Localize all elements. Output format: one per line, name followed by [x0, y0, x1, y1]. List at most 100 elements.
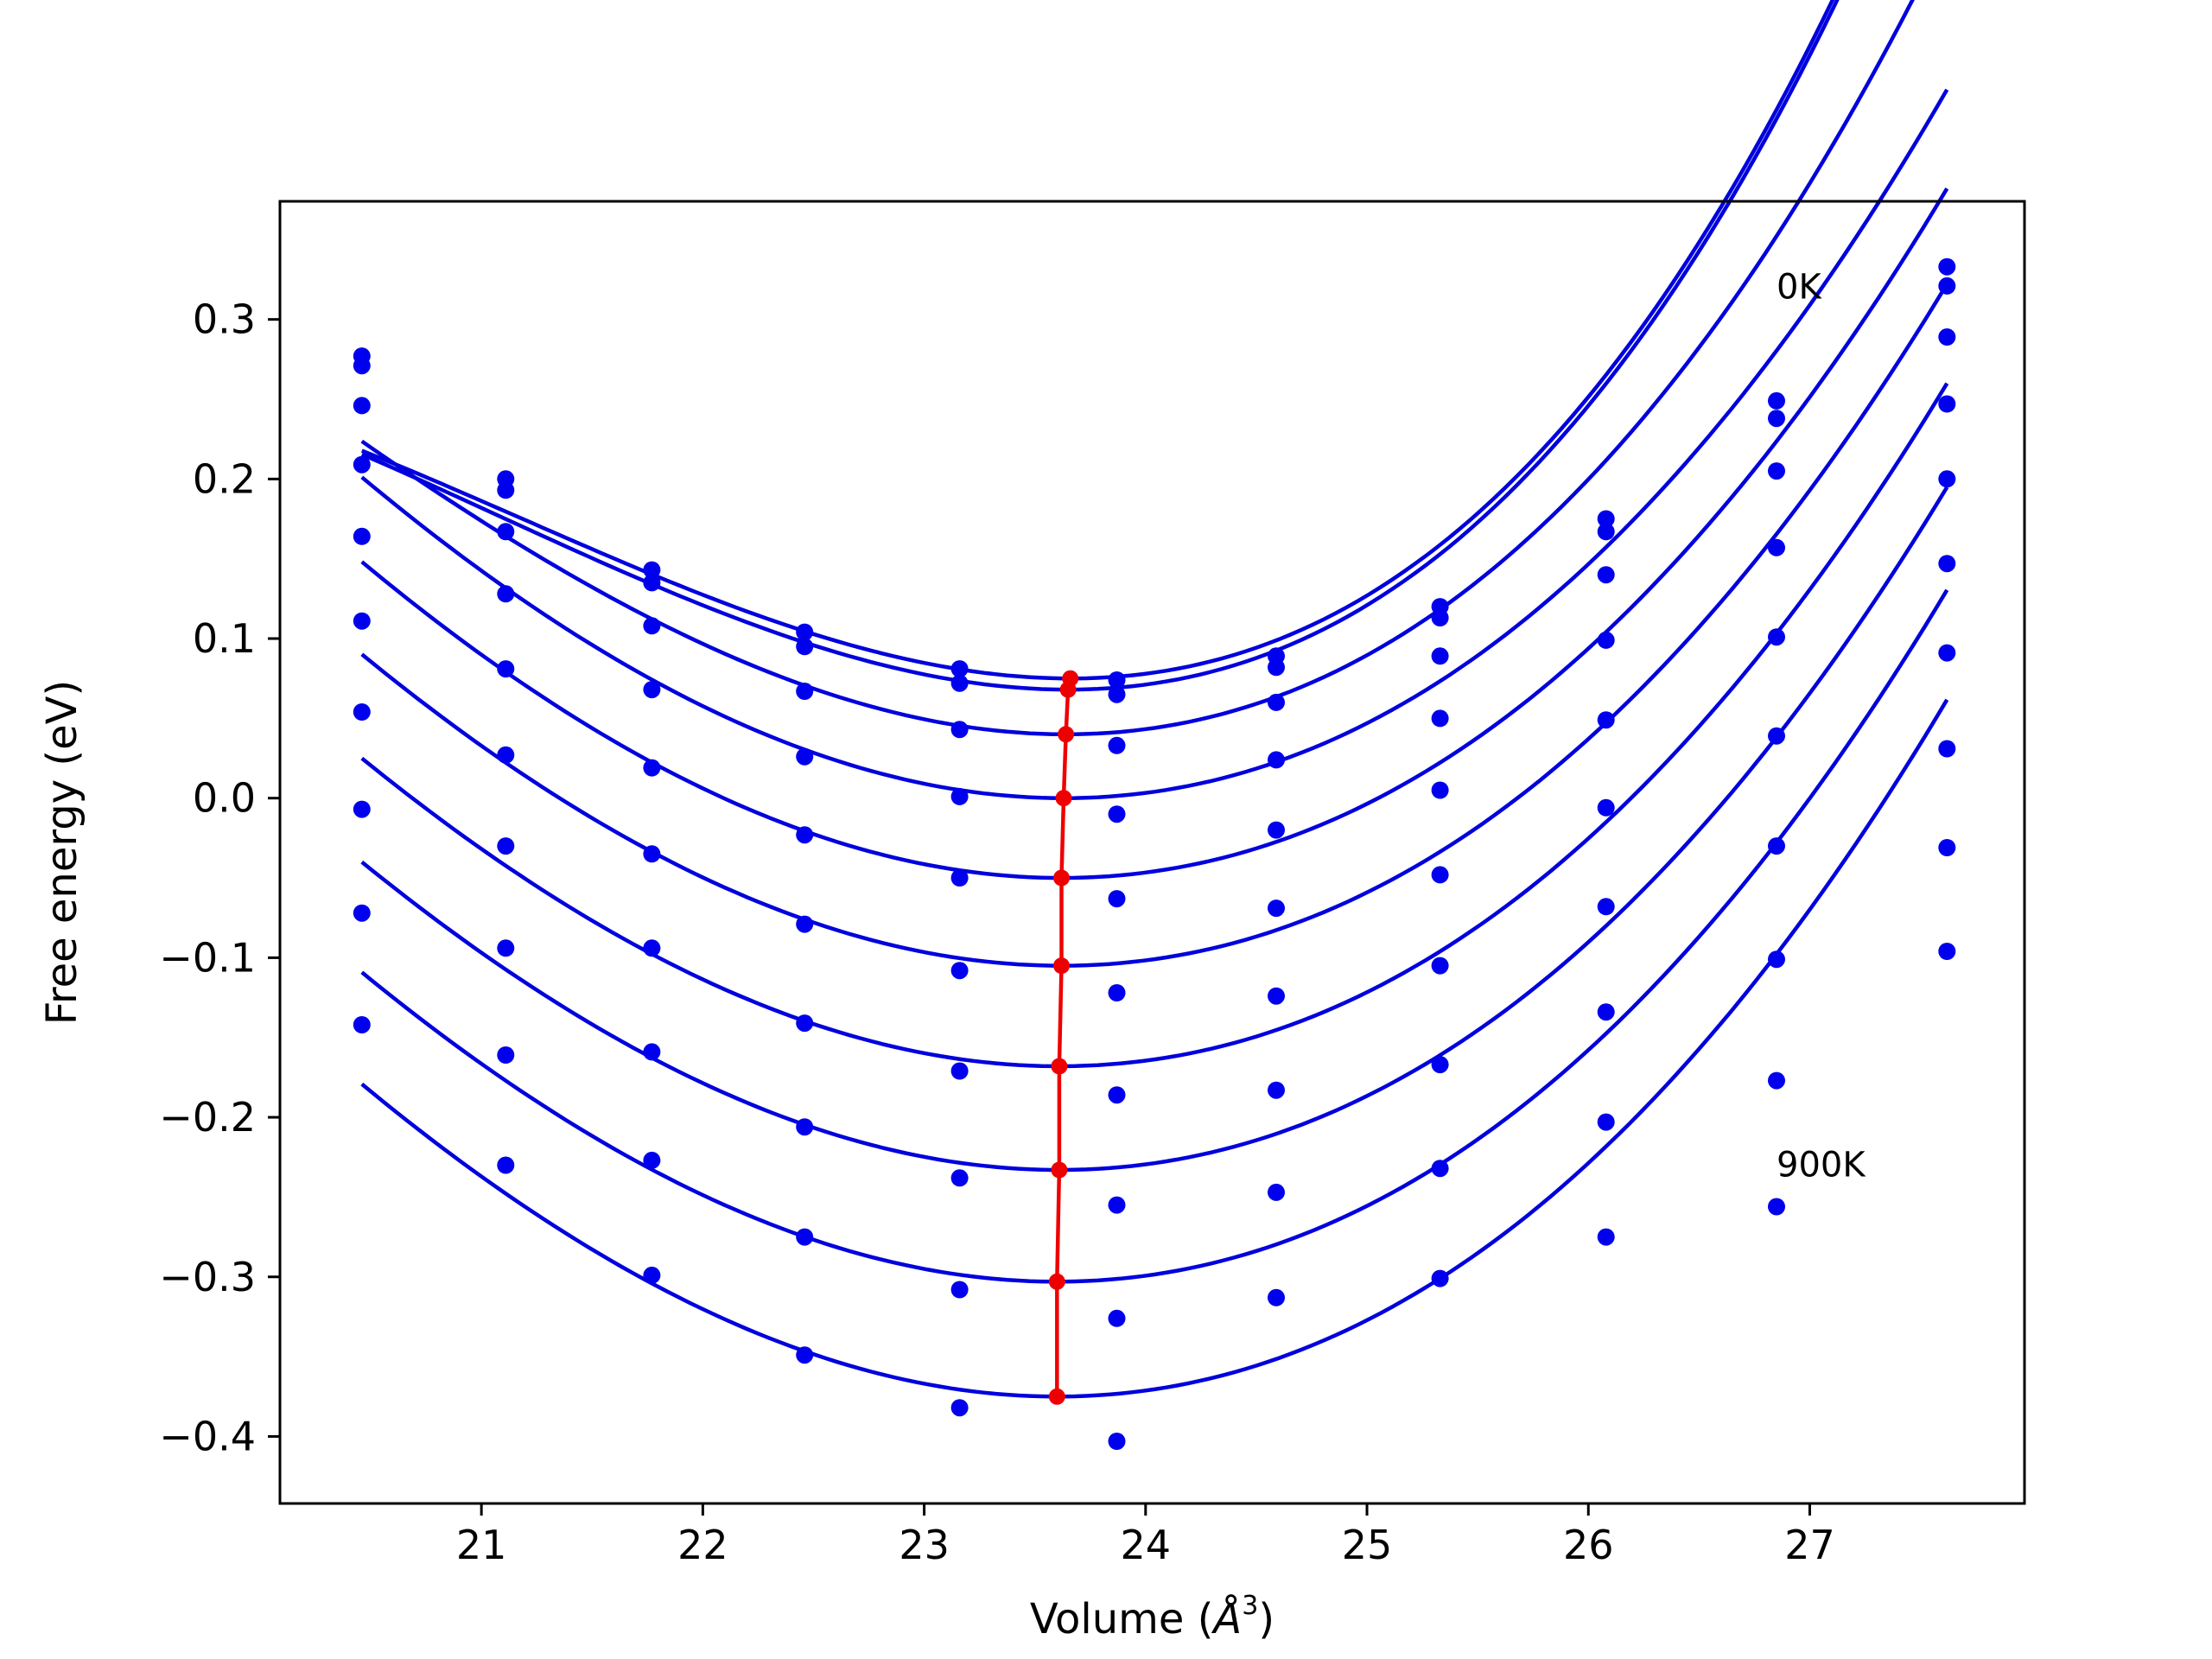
data-point [353, 397, 371, 415]
data-point [1431, 1269, 1449, 1287]
fit-curve-10 [360, 698, 1949, 1399]
data-point [1431, 1056, 1449, 1074]
x-axis-title: Volume (Å3) [1030, 1591, 1274, 1643]
data-point [1938, 328, 1956, 346]
data-point [1268, 658, 1285, 677]
fit-curve-1 [360, 0, 1835, 681]
x-tick-label: 24 [1121, 1522, 1172, 1568]
data-point [353, 455, 371, 474]
point-series-7 [353, 644, 1956, 1104]
data-point [1597, 566, 1615, 584]
data-point [796, 1346, 814, 1364]
data-point [1108, 671, 1126, 689]
x-axis-title-close: ) [1258, 1595, 1274, 1643]
data-point [950, 962, 969, 980]
y-tick-label: −0.2 [159, 1094, 256, 1141]
y-tick-label: −0.3 [159, 1254, 256, 1300]
data-point [1597, 1228, 1615, 1246]
x-tick-label: 22 [677, 1522, 728, 1568]
data-point [497, 660, 515, 678]
data-point [1108, 1433, 1126, 1450]
x-tick-label: 27 [1784, 1522, 1835, 1568]
fit-curve-3 [360, 0, 1915, 737]
fit-curve-4 [360, 88, 1949, 800]
minimum-point [1053, 957, 1070, 975]
data-point [1268, 1081, 1285, 1099]
data-point [643, 617, 661, 635]
data-point [1938, 276, 1956, 295]
data-point [643, 561, 661, 579]
data-point [1938, 839, 1956, 856]
data-point [1938, 943, 1956, 960]
data-point [1597, 711, 1615, 729]
data-point [643, 1266, 661, 1284]
data-point [950, 869, 969, 887]
data-point [1108, 685, 1126, 703]
minimum-point [1053, 869, 1070, 887]
minimum-point [1048, 1273, 1065, 1290]
data-point [1268, 751, 1285, 769]
y-tick-label: −0.1 [159, 934, 256, 981]
plot-frame [278, 200, 2026, 1505]
y-axis-title: Free energy (eV) [38, 680, 86, 1025]
data-point [1597, 898, 1615, 916]
data-point [1597, 798, 1615, 817]
data-point [796, 623, 814, 641]
data-point [1431, 866, 1449, 884]
data-point [353, 357, 371, 375]
data-point [643, 681, 661, 699]
data-point [643, 845, 661, 863]
data-point [1108, 805, 1126, 823]
data-point [1938, 644, 1956, 662]
point-series-8 [353, 740, 1956, 1214]
data-point [497, 481, 515, 499]
data-point [1268, 1183, 1285, 1201]
annotation-2: 900K [1777, 1145, 1866, 1185]
data-point [1597, 631, 1615, 649]
data-point [353, 527, 371, 545]
y-tick-label: 0.2 [193, 455, 256, 502]
data-point [1768, 462, 1785, 480]
data-point [1768, 410, 1785, 428]
data-point [1768, 538, 1785, 556]
x-tick-label: 23 [899, 1522, 950, 1568]
data-point [643, 759, 661, 777]
data-point [1768, 628, 1785, 646]
data-point [1938, 740, 1956, 758]
x-tick-label: 25 [1342, 1522, 1393, 1568]
y-tick-label: 0.0 [193, 775, 256, 822]
data-point [1768, 727, 1785, 745]
data-point [497, 746, 515, 764]
data-point [1768, 950, 1785, 969]
x-axis-title-text: Volume ( [1030, 1595, 1214, 1643]
y-tick-label: 0.3 [193, 296, 256, 343]
data-point [950, 1399, 969, 1417]
data-point [1938, 395, 1956, 413]
fit-curve-8 [360, 486, 1949, 1173]
minimum-point [1051, 1058, 1068, 1075]
data-point [1938, 470, 1956, 488]
fit-curve-5 [360, 188, 1949, 880]
minimum-point [1048, 1388, 1065, 1405]
data-point [353, 1016, 371, 1033]
data-point [1268, 899, 1285, 918]
data-point [1938, 555, 1956, 573]
fit-curve-9 [360, 588, 1949, 1284]
plot-content [353, 0, 1956, 1450]
minimum-line [1055, 677, 1072, 1397]
data-point [353, 904, 371, 922]
data-point [1938, 257, 1956, 276]
data-point [1431, 709, 1449, 728]
x-axis-title-exponent: 3 [1242, 1591, 1258, 1621]
data-point [1108, 984, 1126, 1001]
data-point [643, 1043, 661, 1061]
data-point [1108, 736, 1126, 754]
data-point [1108, 1086, 1126, 1104]
data-point [1431, 781, 1449, 799]
data-point [643, 939, 661, 957]
point-series-5 [353, 470, 1956, 908]
data-point [1268, 693, 1285, 711]
data-point [950, 1169, 969, 1187]
data-point [796, 683, 814, 700]
